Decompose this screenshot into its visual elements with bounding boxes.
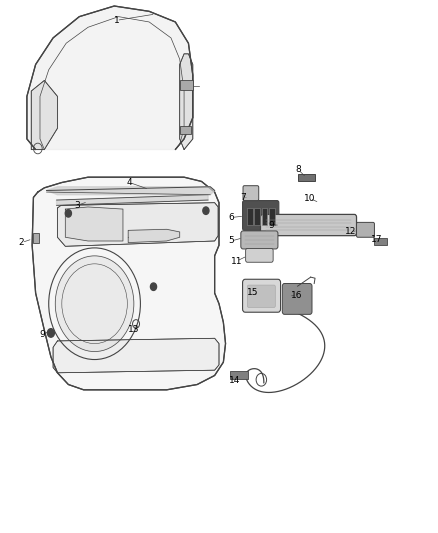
Circle shape: [47, 329, 54, 337]
Bar: [247, 208, 253, 225]
FancyBboxPatch shape: [241, 231, 278, 249]
Circle shape: [65, 209, 71, 217]
Polygon shape: [57, 203, 218, 246]
Text: 8: 8: [296, 165, 301, 174]
Bar: [262, 208, 268, 225]
Polygon shape: [53, 338, 219, 373]
Text: 1: 1: [113, 16, 119, 25]
Text: 2: 2: [19, 238, 25, 247]
Text: 5: 5: [228, 237, 234, 246]
FancyBboxPatch shape: [243, 185, 259, 200]
Circle shape: [55, 256, 134, 352]
Text: 9: 9: [39, 329, 45, 338]
Circle shape: [150, 283, 156, 290]
Polygon shape: [27, 6, 193, 150]
Polygon shape: [65, 207, 123, 241]
Polygon shape: [128, 229, 180, 243]
FancyBboxPatch shape: [246, 248, 273, 262]
Bar: [254, 208, 260, 225]
Polygon shape: [180, 54, 193, 150]
Text: 15: 15: [247, 287, 259, 296]
Polygon shape: [57, 195, 208, 205]
Circle shape: [203, 207, 209, 214]
Polygon shape: [31, 80, 57, 150]
Text: 16: 16: [291, 291, 303, 300]
Bar: [180, 80, 193, 90]
Bar: [180, 126, 191, 134]
Bar: [269, 208, 275, 225]
Polygon shape: [32, 177, 226, 390]
Text: 4: 4: [127, 178, 132, 187]
FancyBboxPatch shape: [243, 200, 279, 230]
FancyBboxPatch shape: [283, 284, 312, 314]
FancyBboxPatch shape: [243, 279, 281, 312]
Polygon shape: [46, 187, 215, 195]
FancyBboxPatch shape: [357, 222, 374, 237]
Text: 12: 12: [345, 228, 357, 237]
FancyBboxPatch shape: [247, 285, 276, 308]
Bar: [374, 238, 387, 245]
Text: 9: 9: [268, 221, 274, 230]
Text: 14: 14: [229, 376, 240, 385]
Text: 6: 6: [228, 213, 233, 222]
Bar: [32, 233, 39, 243]
Bar: [298, 174, 315, 181]
Bar: [230, 370, 248, 379]
Text: 11: 11: [231, 257, 242, 265]
Text: 13: 13: [128, 325, 140, 334]
Text: 10: 10: [304, 194, 315, 203]
FancyBboxPatch shape: [261, 214, 357, 236]
Text: 7: 7: [240, 193, 246, 202]
Text: 3: 3: [74, 201, 80, 210]
Text: 17: 17: [371, 236, 383, 245]
